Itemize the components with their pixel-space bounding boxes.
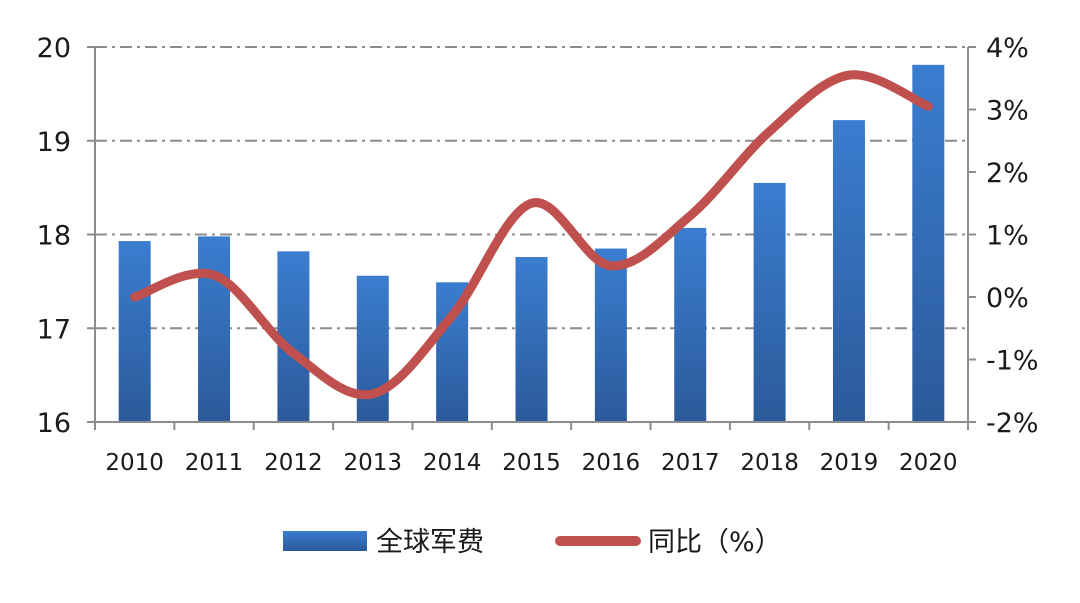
right-tick-label: 1% bbox=[986, 221, 1029, 252]
right-tick-label: 0% bbox=[986, 283, 1029, 314]
x-tick-label: 2012 bbox=[264, 450, 323, 476]
bar bbox=[595, 249, 627, 422]
left-tick-label: 18 bbox=[37, 221, 71, 252]
x-tick-label: 2013 bbox=[343, 450, 402, 476]
legend: 全球军费 同比（%） bbox=[283, 527, 782, 558]
left-tick-label: 17 bbox=[37, 314, 71, 345]
bar bbox=[516, 257, 548, 422]
x-tick-label: 2014 bbox=[423, 450, 482, 476]
right-tick-label: -1% bbox=[986, 346, 1039, 377]
x-tick-label: 2015 bbox=[502, 450, 561, 476]
bar bbox=[357, 276, 389, 422]
x-tick-label: 2016 bbox=[582, 450, 641, 476]
right-tick-label: 4% bbox=[986, 33, 1029, 64]
x-tick-label: 2020 bbox=[899, 450, 958, 476]
x-tick-label: 2010 bbox=[105, 450, 164, 476]
bar bbox=[754, 183, 786, 422]
legend-swatch-bar bbox=[283, 531, 367, 551]
bar bbox=[674, 228, 706, 422]
x-tick-label: 2017 bbox=[661, 450, 720, 476]
x-tick-label: 2011 bbox=[185, 450, 244, 476]
left-tick-label: 19 bbox=[37, 127, 71, 158]
x-tick-label: 2019 bbox=[820, 450, 879, 476]
x-tick-label: 2018 bbox=[740, 450, 799, 476]
bar bbox=[119, 241, 151, 422]
right-tick-label: 2% bbox=[986, 158, 1029, 189]
left-tick-label: 16 bbox=[37, 408, 71, 439]
bar bbox=[912, 65, 944, 422]
legend-label-bar: 全球军费 bbox=[376, 527, 484, 558]
bar bbox=[198, 236, 230, 422]
bar bbox=[833, 120, 865, 422]
legend-label-line: 同比（%） bbox=[648, 527, 782, 558]
right-tick-label: -2% bbox=[986, 408, 1039, 439]
left-tick-label: 20 bbox=[37, 33, 71, 64]
right-tick-label: 3% bbox=[986, 96, 1029, 127]
bar-series bbox=[119, 65, 945, 422]
